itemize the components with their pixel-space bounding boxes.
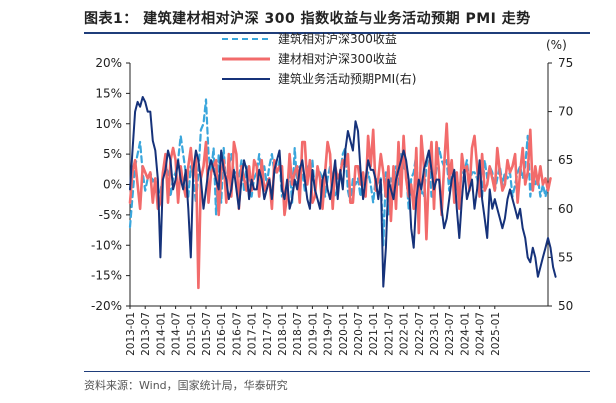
x-tick-label: 2024-07 xyxy=(475,312,487,356)
x-tick-label: 2021-07 xyxy=(383,312,395,356)
x-tick-label: 2020-07 xyxy=(353,312,365,356)
x-tick-label: 2025-01 xyxy=(490,312,502,356)
right-tick-label: 50 xyxy=(558,299,573,313)
x-tick-label: 2020-01 xyxy=(338,312,350,356)
x-tick-label: 2019-07 xyxy=(323,312,335,356)
right-tick-label: 65 xyxy=(558,153,573,167)
left-tick-label: -5% xyxy=(99,208,122,222)
x-tick-label: 2023-07 xyxy=(444,312,456,356)
left-tick-label: 20% xyxy=(95,56,122,70)
x-tick-label: 2022-07 xyxy=(414,312,426,356)
chart-title: 图表1： 建筑建材相对沪深 300 指数收益与业务活动预期 PMI 走势 xyxy=(84,11,531,27)
left-tick-label: 0% xyxy=(103,178,122,192)
x-tick-label: 2013-07 xyxy=(140,312,152,356)
left-tick-label: 10% xyxy=(95,117,122,131)
x-tick-label: 2016-01 xyxy=(216,312,228,356)
series-line-pmi xyxy=(129,96,557,288)
left-tick-label: 5% xyxy=(103,147,122,161)
x-tick-label: 2013-01 xyxy=(125,312,137,356)
footer-rule xyxy=(84,371,590,372)
x-tick-label: 2017-01 xyxy=(247,312,259,356)
right-axis-unit: (%) xyxy=(546,38,567,52)
x-tick-label: 2018-07 xyxy=(292,312,304,356)
right-tick-label: 75 xyxy=(558,56,573,70)
x-tick-label: 2014-01 xyxy=(155,312,167,356)
title-rule xyxy=(84,32,590,34)
source-note: 资料来源：Wind，国家统计局，华泰研究 xyxy=(84,379,288,392)
x-tick-label: 2018-01 xyxy=(277,312,289,356)
legend-label: 建筑业务活动预期PMI(右) xyxy=(278,71,417,86)
x-tick-label: 2019-01 xyxy=(307,312,319,356)
left-tick-label: -20% xyxy=(91,299,122,313)
x-tick-label: 2022-01 xyxy=(399,312,411,356)
right-tick-label: 60 xyxy=(558,202,573,216)
left-tick-label: -15% xyxy=(91,269,122,283)
x-tick-label: 2024-01 xyxy=(459,312,471,356)
x-tick-label: 2021-01 xyxy=(368,312,380,356)
x-tick-label: 2015-07 xyxy=(201,312,213,356)
x-tick-label: 2014-07 xyxy=(171,312,183,356)
legend-label: 建筑相对沪深300收益 xyxy=(278,31,397,46)
left-tick-label: 15% xyxy=(95,86,122,100)
x-tick-label: 2017-07 xyxy=(262,312,274,356)
x-tick-label: 2015-01 xyxy=(186,312,198,356)
right-tick-label: 55 xyxy=(558,250,573,264)
x-tick-label: 2023-01 xyxy=(429,312,441,356)
right-tick-label: 70 xyxy=(558,105,573,119)
x-tick-label: 2016-07 xyxy=(231,312,243,356)
legend-label: 建材相对沪深300收益 xyxy=(278,52,397,66)
left-tick-label: -10% xyxy=(91,238,122,252)
